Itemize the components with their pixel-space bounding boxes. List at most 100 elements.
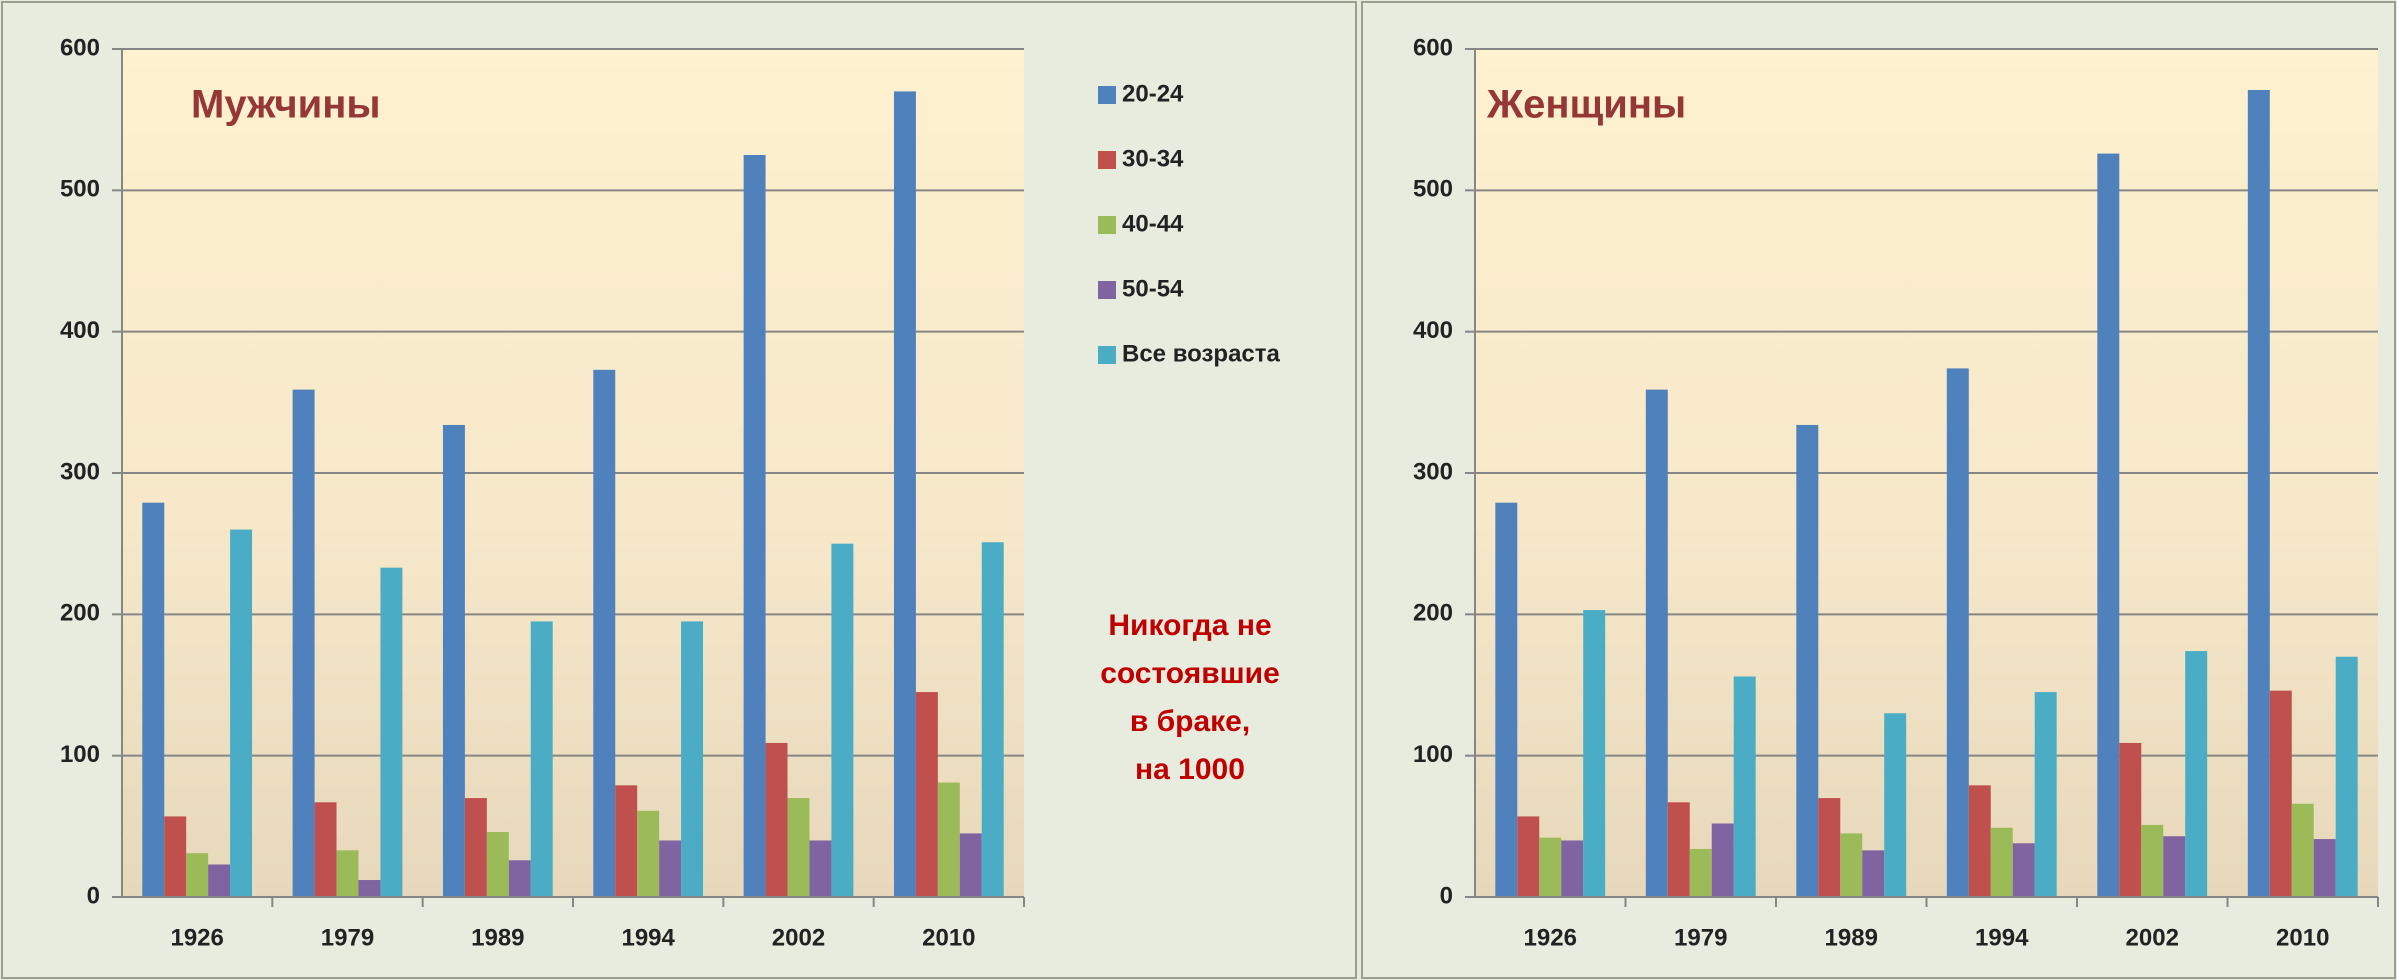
- bar: [486, 831, 509, 897]
- bar: [1689, 848, 1712, 897]
- y-tick-label: 300: [1413, 458, 1453, 485]
- bar: [959, 833, 982, 897]
- bar: [1583, 610, 1606, 897]
- x-tick-label: 1994: [621, 924, 675, 951]
- bar: [1990, 827, 2013, 897]
- bar: [2034, 692, 2057, 897]
- bar: [1818, 798, 1841, 897]
- x-tick-label: 1994: [1975, 924, 2029, 951]
- bar: [2291, 803, 2314, 897]
- x-tick-label: 1989: [471, 924, 524, 951]
- bar: [186, 853, 209, 897]
- y-tick-label: 400: [1413, 317, 1453, 344]
- x-tick-label: 1979: [321, 924, 374, 951]
- bar: [1539, 837, 1562, 897]
- x-tick-label: 2002: [772, 924, 825, 951]
- bar: [2247, 89, 2270, 897]
- bar: [1711, 823, 1734, 897]
- bar: [1884, 713, 1907, 897]
- bar: [1733, 676, 1756, 897]
- y-tick-label: 0: [87, 882, 100, 909]
- bar: [1862, 850, 1885, 897]
- bar: [1645, 389, 1668, 897]
- legend-label: Все возраста: [1122, 340, 1281, 367]
- annotation: состоявшие: [1100, 657, 1280, 690]
- bar: [164, 816, 187, 897]
- chart-title: Женщины: [1486, 83, 1686, 127]
- x-tick-label: 1926: [1524, 924, 1577, 951]
- bar: [230, 529, 253, 897]
- y-tick-label: 500: [1413, 176, 1453, 203]
- bar: [659, 840, 682, 897]
- bar: [2269, 690, 2292, 897]
- y-tick-label: 300: [60, 458, 100, 485]
- legend-swatch: [1098, 216, 1116, 234]
- annotation: в браке,: [1130, 705, 1250, 738]
- y-tick-label: 400: [60, 317, 100, 344]
- x-tick-label: 2010: [922, 924, 975, 951]
- bar: [1561, 840, 1584, 897]
- bar: [681, 621, 704, 897]
- x-tick-label: 1979: [1674, 924, 1727, 951]
- bar: [336, 850, 359, 897]
- y-tick-label: 600: [1413, 34, 1453, 61]
- bar: [508, 860, 531, 897]
- bar: [937, 782, 960, 897]
- bar: [530, 621, 553, 897]
- bar: [314, 802, 337, 897]
- annotation: на 1000: [1135, 753, 1245, 786]
- bar: [743, 155, 766, 897]
- legend-swatch: [1098, 281, 1116, 299]
- bar: [765, 742, 788, 897]
- bar: [615, 785, 638, 897]
- legend-swatch: [1098, 151, 1116, 169]
- bar: [809, 840, 832, 897]
- bar: [2141, 824, 2164, 897]
- bar: [831, 543, 854, 897]
- bar: [380, 567, 403, 897]
- bar: [464, 798, 487, 897]
- bar: [1667, 802, 1690, 897]
- y-tick-label: 500: [60, 176, 100, 203]
- bar: [2335, 656, 2358, 897]
- y-tick-label: 600: [60, 34, 100, 61]
- y-tick-label: 200: [1413, 600, 1453, 627]
- y-tick-label: 100: [1413, 741, 1453, 768]
- x-tick-label: 1926: [170, 924, 223, 951]
- legend-label: 40-44: [1122, 210, 1184, 237]
- bar: [915, 692, 938, 897]
- bar: [2185, 651, 2208, 897]
- bar: [1840, 833, 1863, 897]
- bar: [593, 369, 616, 897]
- bar: [1946, 368, 1969, 897]
- bar: [208, 864, 231, 897]
- chart-title: Мужчины: [191, 83, 381, 127]
- bar: [442, 424, 465, 897]
- bar: [893, 91, 916, 897]
- bar: [142, 502, 165, 897]
- bar: [2313, 839, 2336, 897]
- y-tick-label: 200: [60, 600, 100, 627]
- x-tick-label: 1989: [1825, 924, 1878, 951]
- y-tick-label: 100: [60, 741, 100, 768]
- bar: [637, 810, 660, 897]
- y-tick-label: 0: [1440, 882, 1453, 909]
- bar: [2097, 153, 2120, 897]
- legend-swatch: [1098, 346, 1116, 364]
- bar: [2119, 742, 2142, 897]
- bar: [2012, 843, 2035, 897]
- x-tick-label: 2002: [2126, 924, 2179, 951]
- bar: [1968, 785, 1991, 897]
- bar: [981, 542, 1004, 897]
- bar: [1796, 424, 1819, 897]
- annotation: Никогда не: [1108, 609, 1271, 642]
- bar: [292, 389, 315, 897]
- legend-swatch: [1098, 86, 1116, 104]
- bar: [1495, 502, 1518, 897]
- bar: [2163, 836, 2186, 897]
- bar: [358, 880, 381, 897]
- legend-label: 50-54: [1122, 275, 1184, 302]
- legend-label: 30-34: [1122, 145, 1184, 172]
- bar: [787, 798, 810, 897]
